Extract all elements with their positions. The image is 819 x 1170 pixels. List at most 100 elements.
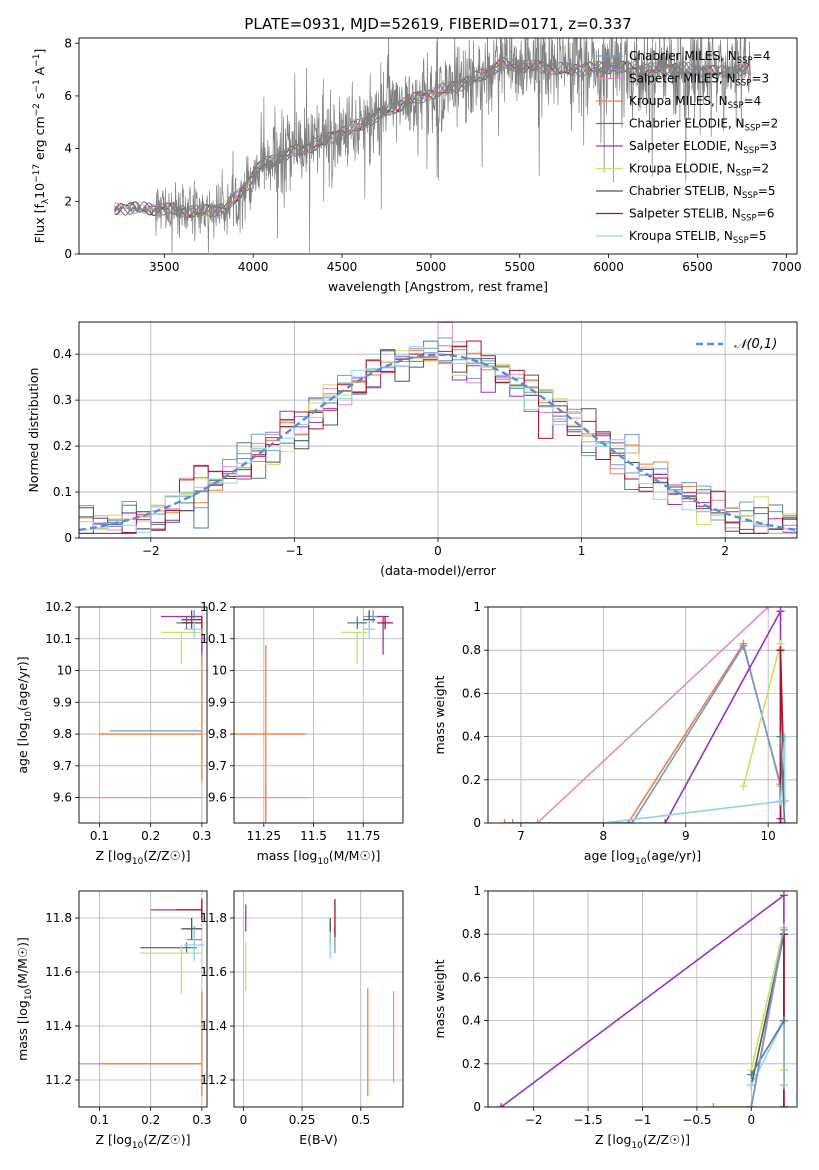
y-tick-label: 0.6 [462,970,481,984]
weight-point-marker [661,819,670,823]
errorbars [79,610,205,799]
y-tick-label: 0.6 [462,686,481,700]
x-tick-label: 6000 [593,260,624,274]
weight-series-line [504,641,782,823]
x-axis-label: Z [log10​(Z/Z☉)] [95,1132,190,1151]
weight-point-marker [508,819,517,823]
x-tick-label: 4500 [327,260,358,274]
figure-title: PLATE=0931, MJD=52619, FIBERID=0171, z=0… [244,15,631,33]
x-tick-label: 0.3 [192,829,211,843]
errorbars [79,899,205,1097]
y-tick-label: 0.8 [462,927,481,941]
y-tick-label: 11.8 [45,911,72,925]
x-tick-label: −1 [286,544,304,558]
weight-series-line [779,736,786,823]
y-tick-label: 11.6 [200,965,227,979]
y-tick-label: 0 [473,816,481,830]
y-tick-label: 10.1 [45,632,72,646]
weight-point-marker [739,782,748,791]
x-tick-label: 4000 [238,260,269,274]
x-tick-label: 1 [578,544,586,558]
histogram-series [79,346,797,534]
gaussian-reference-curve [79,353,797,532]
axes-frame [487,606,798,824]
weight-point-marker [739,641,748,650]
x-tick-label: 9 [682,829,690,843]
legend-label: Chabrier ELODIE, NSSP​=2 [629,117,778,134]
weight-point-marker [533,819,542,823]
y-axis-label: Normed distribution [26,368,41,493]
histogram-series [79,322,797,534]
y-tick-label: 0.2 [53,439,72,453]
panel-weight-vs-age: 7 8 9 10 0 0.2 0.4 0.6 0.8 1 age [log10​(age/yr)] m… [432,600,798,867]
weight-point-marker [780,797,789,806]
y-tick-label: 10.2 [45,600,72,614]
x-tick-label: 7 [517,829,525,843]
x-tick-label: 0.3 [192,1113,211,1127]
panel-mass-vs-Z: 0.1 0.2 0.3 11.2 11.4 11.6 11.8 Z [log10​(Z/Z☉)… [15,890,211,1151]
weight-point-marker [779,1016,788,1025]
y-tick-label: 10 [212,664,227,678]
weight-point-marker [747,1070,756,1079]
x-axis-label: E(B-V) [299,1132,338,1147]
legend-label: Salpeter MILES, NSSP​=3 [629,72,769,89]
y-tick-label: 9.7 [53,759,72,773]
spectrum-legend: Chabrier MILES, NSSP​=4 Salpeter MILES, N… [596,49,778,246]
x-tick-label: 0 [240,1113,248,1127]
weight-point-marker [628,819,637,823]
y-axis-label: age [log10​(age/yr)] [15,656,34,773]
weight-point-marker [764,607,773,611]
x-axis-label: wavelength [Angstrom, rest frame] [328,279,548,294]
weight-series-line [750,1020,785,1086]
weight-series-line [750,1020,785,1076]
y-tick-label: 9.6 [208,791,227,805]
panel-weight-vs-Z: −2 −1.5 −1 −0.5 0 0 0.2 0.4 0.6 0.8 1 Z [log10​(Z/Z… [432,884,798,1151]
x-tick-label: −0.5 [682,1113,711,1127]
histogram-steps [79,322,797,534]
x-tick-label: 8 [600,829,608,843]
weight-point-marker [500,819,509,823]
x-tick-label: 7000 [771,260,802,274]
y-tick-label: 9.9 [53,695,72,709]
panel-age-vs-Z: 0.1 0.2 0.3 9.6 9.7 9.8 9.9 10 10.1 10.2 Z [log10​… [15,600,211,867]
y-tick-label: 11.6 [45,965,72,979]
weight-series-line [536,607,769,823]
y-axis-label: Flux [fλ​10−17​ erg cm−2​ s−1​ A−1​] [32,49,51,244]
x-axis-label: Z [log10​(Z/Z☉)] [595,1132,690,1151]
x-axis-label: age [log10​(age/yr)] [584,848,701,867]
weight-point-marker [779,925,788,934]
x-axis-label: Z [log10​(Z/Z☉)] [95,848,190,867]
axes-frame [233,890,404,1108]
weight-point-marker [780,819,789,823]
x-tick-label: 0.25 [289,1113,316,1127]
y-tick-label: 9.8 [53,727,72,741]
y-tick-label: 11.8 [200,911,227,925]
x-tick-label: −1.5 [574,1113,603,1127]
axes-frame [233,606,404,824]
y-tick-label: 1 [473,884,481,898]
y-axis-label: mass [log10​(M/M☉)] [15,937,34,1061]
axes-frame [78,321,798,539]
weight-point-marker [497,1103,506,1107]
weight-series-line [713,927,785,1107]
observed-spectrum-line [114,38,752,253]
y-tick-label: 9.9 [208,695,227,709]
y-tick-label: 4 [64,142,72,156]
weight-point-marker [709,1103,718,1107]
y-axis-label: mass weight [432,959,447,1038]
legend-label: Kroupa ELODIE, NSSP​=2 [629,162,769,179]
x-tick-label: 0.1 [90,1113,109,1127]
y-tick-label: 1 [473,600,481,614]
axes-frame [78,890,208,1108]
y-tick-label: 0.4 [462,1014,481,1028]
x-tick-label: 0 [747,1113,755,1127]
weight-series-line [750,929,785,1107]
y-tick-label: 9.8 [208,727,227,741]
y-axis-label: mass weight [432,675,447,754]
axes-frame [78,37,798,255]
axes-frame [78,606,208,824]
spectrum-lines [114,38,752,253]
weight-point-marker [776,732,785,741]
x-tick-label: 0 [434,544,442,558]
